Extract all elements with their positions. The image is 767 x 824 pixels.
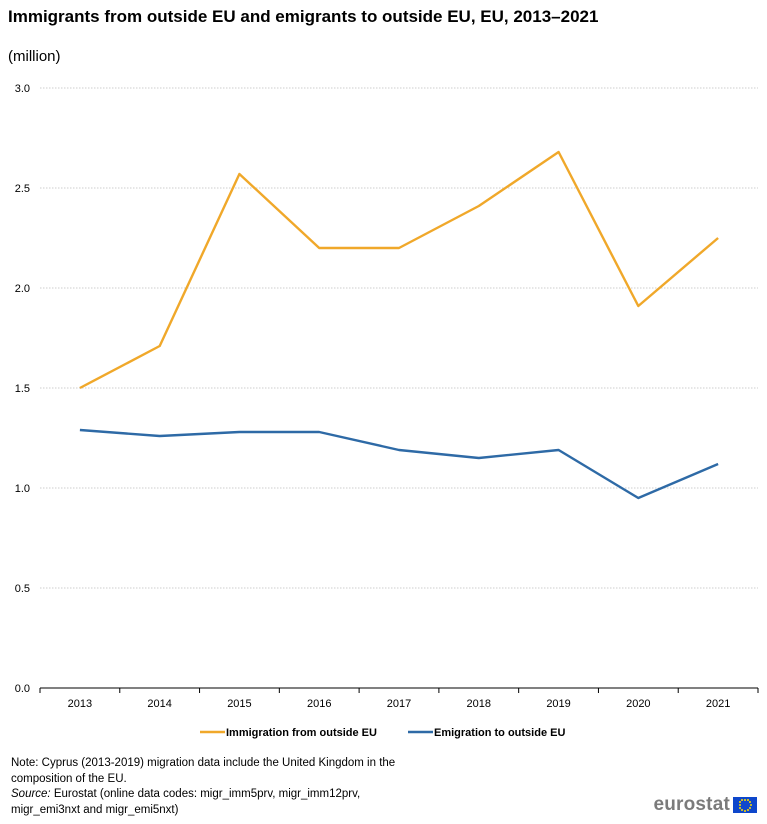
x-tick-label: 2018 xyxy=(467,698,491,710)
note-text: Note: Cyprus (2013-2019) migration data … xyxy=(11,757,396,785)
x-tick-label: 2015 xyxy=(227,698,251,710)
x-tick-label: 2014 xyxy=(147,698,171,710)
source-label: Source: xyxy=(11,788,51,800)
chart-area: 0.0 0.5 1.0 1.5 2.0 2.5 3.0 2013 2014 2015 2016 201… xyxy=(15,83,759,739)
series-line xyxy=(79,150,719,390)
chart-title: Immigrants from outside EU and emigrants… xyxy=(8,7,599,26)
y-tick-label: 0.5 xyxy=(15,583,30,595)
chart-subtitle: (million) xyxy=(8,48,61,65)
eurostat-logo: eurostat xyxy=(653,794,757,816)
x-tick-label: 2019 xyxy=(546,698,570,710)
x-tick-label: 2021 xyxy=(706,698,730,710)
source-text: Source: Eurostat (online data codes: mig… xyxy=(11,787,411,818)
x-tick-label: 2013 xyxy=(68,698,92,710)
y-tick-label: 1.5 xyxy=(15,383,30,395)
x-tick-label: 2016 xyxy=(307,698,331,710)
x-tick-label: 2020 xyxy=(626,698,650,710)
series-line xyxy=(79,428,719,500)
logo-text: eurostat xyxy=(653,794,730,815)
x-tick-label: 2017 xyxy=(387,698,411,710)
y-tick-label: 2.5 xyxy=(15,183,30,195)
y-tick-label: 1.0 xyxy=(15,483,30,495)
legend-label: Emigration to outside EU xyxy=(434,727,565,739)
chart-notes: Note: Cyprus (2013-2019) migration data … xyxy=(11,756,411,818)
y-tick-label: 0.0 xyxy=(15,683,30,695)
y-tick-label: 3.0 xyxy=(15,83,30,95)
source-body: Eurostat (online data codes: migr_imm5pr… xyxy=(11,788,361,816)
y-tick-label: 2.0 xyxy=(15,283,30,295)
eu-flag-icon xyxy=(733,797,757,813)
legend-label: Immigration from outside EU xyxy=(226,727,377,739)
